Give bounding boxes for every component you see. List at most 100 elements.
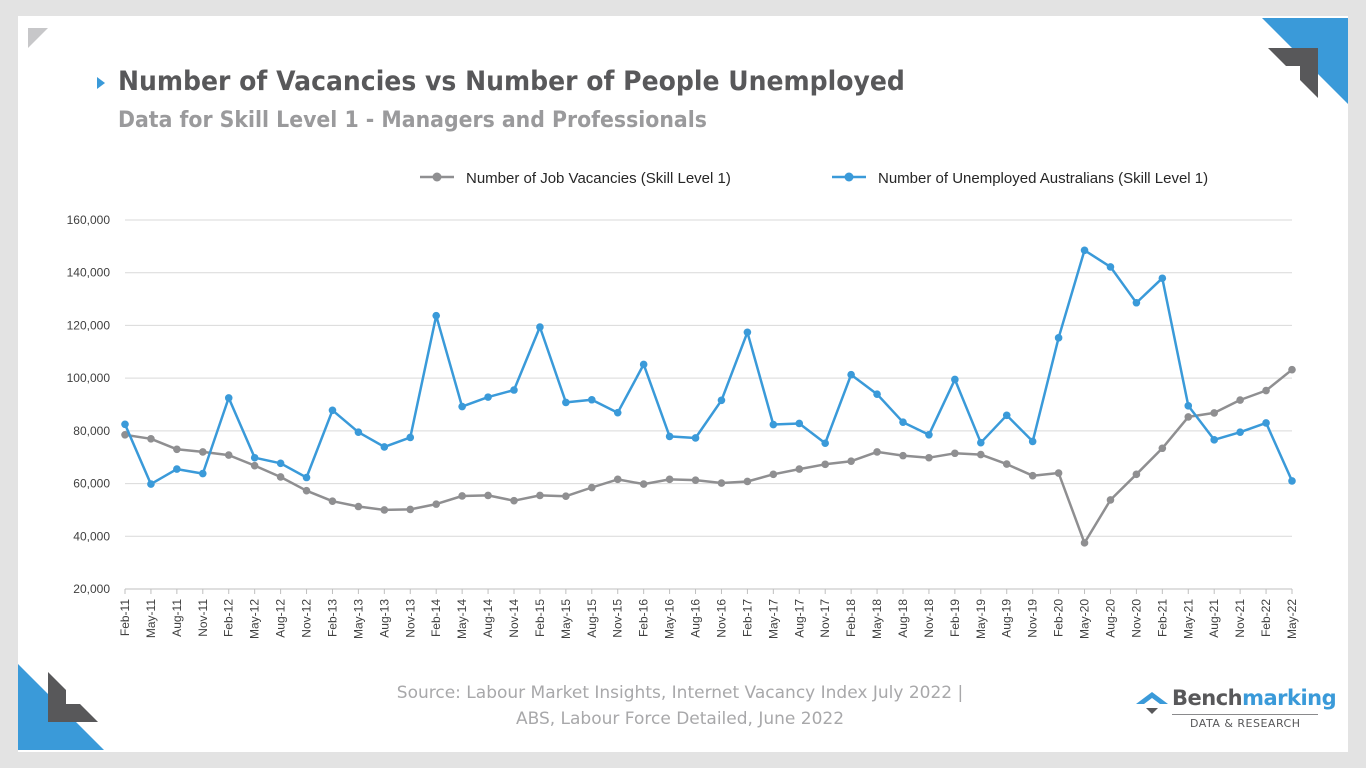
data-point-unemployed [769, 420, 778, 429]
x-tick-label: Feb-11 [118, 599, 132, 636]
data-point-unemployed [588, 395, 596, 404]
x-tick-label: Feb-12 [222, 599, 236, 637]
logo-divider [1172, 714, 1318, 715]
data-point-unemployed [821, 439, 829, 448]
x-tick-label: May-12 [248, 599, 262, 639]
data-point-unemployed [925, 431, 933, 439]
data-point-vacancies [1262, 386, 1270, 395]
data-point-vacancies [1054, 469, 1063, 477]
data-point-vacancies [484, 491, 492, 500]
data-point-unemployed [1262, 419, 1270, 427]
y-tick-label: 140,000 [67, 266, 111, 280]
y-tick-label: 100,000 [67, 371, 111, 385]
logo-wordmark: Benchmarking [1172, 686, 1337, 710]
data-point-unemployed [665, 432, 674, 441]
data-point-unemployed [562, 398, 570, 407]
data-point-unemployed [795, 419, 804, 428]
x-tick-label: May-11 [144, 599, 158, 638]
data-point-unemployed [639, 360, 648, 369]
data-point-unemployed [613, 408, 622, 417]
data-point-vacancies [432, 500, 441, 508]
x-tick-label: Feb-21 [1155, 599, 1169, 637]
data-point-unemployed [1184, 402, 1193, 410]
legend-swatch-marker [844, 172, 854, 182]
x-tick-label: Aug-16 [689, 599, 703, 638]
logo-tagline: DATA & RESEARCH [1190, 717, 1301, 730]
x-tick-label: Feb-13 [325, 599, 339, 637]
x-tick-label: Nov-16 [714, 599, 728, 638]
data-point-vacancies [717, 479, 726, 487]
data-point-vacancies [510, 496, 518, 505]
data-point-unemployed [510, 386, 518, 394]
data-point-vacancies [588, 483, 596, 492]
top-left-corner-mark [28, 28, 48, 48]
data-point-unemployed [380, 443, 389, 451]
x-tick-label: Nov-15 [611, 599, 625, 638]
data-point-unemployed [899, 418, 907, 426]
data-point-vacancies [276, 473, 285, 481]
x-tick-label: Feb-14 [429, 599, 443, 637]
x-tick-label: Nov-13 [403, 599, 417, 638]
data-point-unemployed [536, 323, 544, 331]
x-tick-label: Feb-17 [740, 599, 754, 637]
title-marker-icon [97, 77, 105, 89]
x-tick-label: Nov-19 [1026, 599, 1040, 638]
x-tick-label: Aug-11 [170, 599, 184, 637]
x-tick-label: Nov-17 [818, 599, 832, 638]
x-tick-label: Feb-20 [1052, 599, 1066, 637]
data-point-vacancies [224, 451, 233, 459]
data-point-unemployed [199, 469, 207, 478]
source-line-1: Source: Labour Market Insights, Internet… [396, 683, 964, 703]
data-point-vacancies [665, 475, 674, 484]
x-tick-label: May-22 [1285, 599, 1299, 639]
data-point-vacancies [795, 465, 804, 473]
data-point-vacancies [354, 502, 363, 511]
y-tick-label: 160,000 [67, 213, 111, 227]
data-point-vacancies [302, 486, 311, 495]
data-point-unemployed [354, 428, 363, 436]
data-point-vacancies [1132, 470, 1141, 479]
data-point-unemployed [847, 370, 855, 379]
x-tick-label: Nov-14 [507, 599, 521, 638]
x-tick-label: May-14 [455, 599, 469, 639]
source-line-2: ABS, Labour Force Detailed, June 2022 [515, 709, 845, 729]
data-point-unemployed [1106, 263, 1115, 271]
data-point-unemployed [743, 328, 752, 337]
data-point-unemployed [1210, 436, 1218, 444]
data-point-unemployed [432, 311, 441, 320]
data-point-vacancies [562, 492, 570, 501]
x-tick-label: Nov-11 [196, 599, 210, 637]
x-tick-label: Aug-19 [1000, 599, 1014, 638]
chart-title: Number of Vacancies vs Number of People … [118, 66, 905, 97]
data-point-unemployed [173, 465, 181, 473]
data-point-vacancies [613, 475, 622, 484]
y-tick-label: 20,000 [73, 582, 110, 596]
x-tick-label: May-13 [351, 599, 365, 639]
x-tick-label: Aug-12 [274, 599, 288, 638]
x-tick-label: Feb-16 [637, 599, 651, 637]
chart-card [18, 16, 1348, 752]
data-point-vacancies [925, 453, 933, 462]
data-point-unemployed [691, 434, 700, 442]
series-line-vacancies [124, 368, 1293, 545]
x-tick-label: Aug-21 [1207, 599, 1221, 638]
data-point-unemployed [1002, 411, 1011, 420]
y-tick-label: 120,000 [67, 318, 111, 332]
x-tick-label: May-19 [974, 599, 988, 639]
y-tick-label: 40,000 [73, 529, 110, 543]
data-point-vacancies [328, 497, 337, 506]
data-point-vacancies [1158, 444, 1167, 453]
x-tick-label: Aug-13 [377, 599, 391, 638]
legend-label: Number of Job Vacancies (Skill Level 1) [466, 170, 731, 187]
x-tick-label: Feb-18 [844, 599, 858, 637]
data-point-unemployed [951, 375, 959, 384]
x-tick-label: May-20 [1078, 599, 1092, 639]
data-point-vacancies [847, 457, 855, 465]
data-point-unemployed [873, 390, 881, 399]
data-point-vacancies [1106, 496, 1115, 504]
data-point-vacancies [1236, 396, 1244, 404]
logo-wordmark-part2: marking [1242, 686, 1337, 710]
data-point-vacancies [406, 505, 415, 514]
data-point-unemployed [1080, 246, 1089, 255]
